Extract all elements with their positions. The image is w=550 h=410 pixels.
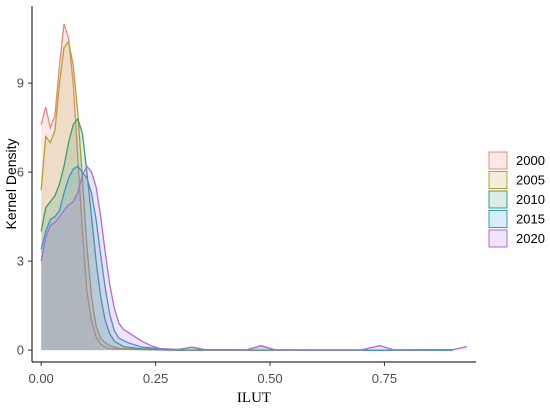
density-series-layer — [40, 23, 467, 351]
legend-label: 2015 — [516, 212, 545, 227]
legend-item-2005: 2005 — [488, 171, 545, 189]
legend-label: 2010 — [516, 192, 545, 207]
x-axis-ticks: 0.00 0.25 0.50 0.75 — [28, 362, 397, 386]
y-tick-label: 9 — [17, 76, 24, 91]
legend-label: 2020 — [516, 231, 545, 246]
x-tick-label: 0.00 — [28, 371, 53, 386]
density-area-2000 — [41, 23, 454, 351]
y-tick-label: 3 — [17, 254, 24, 269]
density-line-2010 — [40, 117, 454, 351]
legend-swatch — [488, 151, 508, 170]
legend-label: 2000 — [516, 153, 545, 168]
y-tick-label: 6 — [17, 165, 24, 180]
density-line-2020 — [40, 164, 467, 351]
legend-swatch — [488, 229, 508, 248]
x-axis-title: ILUT — [237, 390, 271, 406]
legend-swatch — [488, 171, 508, 189]
y-axis-title: Kernel Density — [3, 138, 19, 229]
legend: 2000 2005 2010 2015 2020 — [488, 151, 545, 248]
density-line-2005 — [40, 40, 454, 351]
legend-label: 2005 — [516, 173, 545, 188]
x-tick-label: 0.50 — [257, 371, 282, 386]
density-line-2000 — [40, 23, 454, 351]
legend-item-2000: 2000 — [488, 151, 545, 170]
x-tick-label: 0.25 — [143, 371, 168, 386]
legend-swatch — [488, 190, 508, 209]
density-area-2005 — [41, 41, 454, 351]
density-area-2020 — [41, 166, 467, 351]
y-tick-label: 0 — [17, 343, 24, 358]
legend-item-2010: 2010 — [488, 190, 545, 209]
legend-item-2015: 2015 — [488, 210, 545, 228]
legend-item-2020: 2020 — [488, 229, 545, 248]
legend-swatch — [488, 210, 508, 228]
y-axis-ticks: 0 3 6 9 — [17, 76, 32, 358]
density-area-2010 — [41, 118, 454, 351]
density-area-2015 — [41, 166, 454, 351]
x-tick-label: 0.75 — [372, 371, 397, 386]
